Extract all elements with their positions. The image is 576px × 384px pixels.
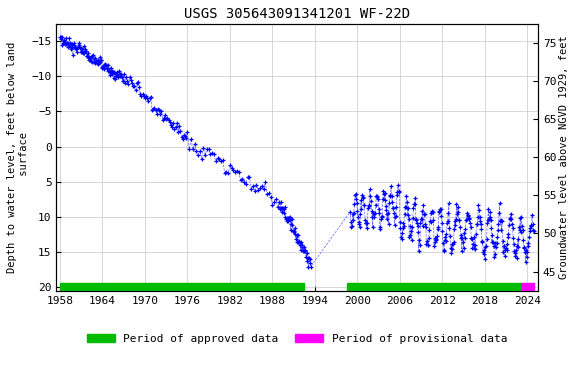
Bar [347, 283, 522, 291]
Bar [60, 283, 304, 291]
Y-axis label: Depth to water level, feet below land
 surface: Depth to water level, feet below land su… [7, 41, 29, 273]
Y-axis label: Groundwater level above NGVD 1929, feet: Groundwater level above NGVD 1929, feet [559, 35, 569, 279]
Title: USGS 305643091341201 WF-22D: USGS 305643091341201 WF-22D [184, 7, 410, 21]
Bar [522, 283, 535, 291]
Legend: Period of approved data, Period of provisional data: Period of approved data, Period of provi… [87, 334, 507, 344]
